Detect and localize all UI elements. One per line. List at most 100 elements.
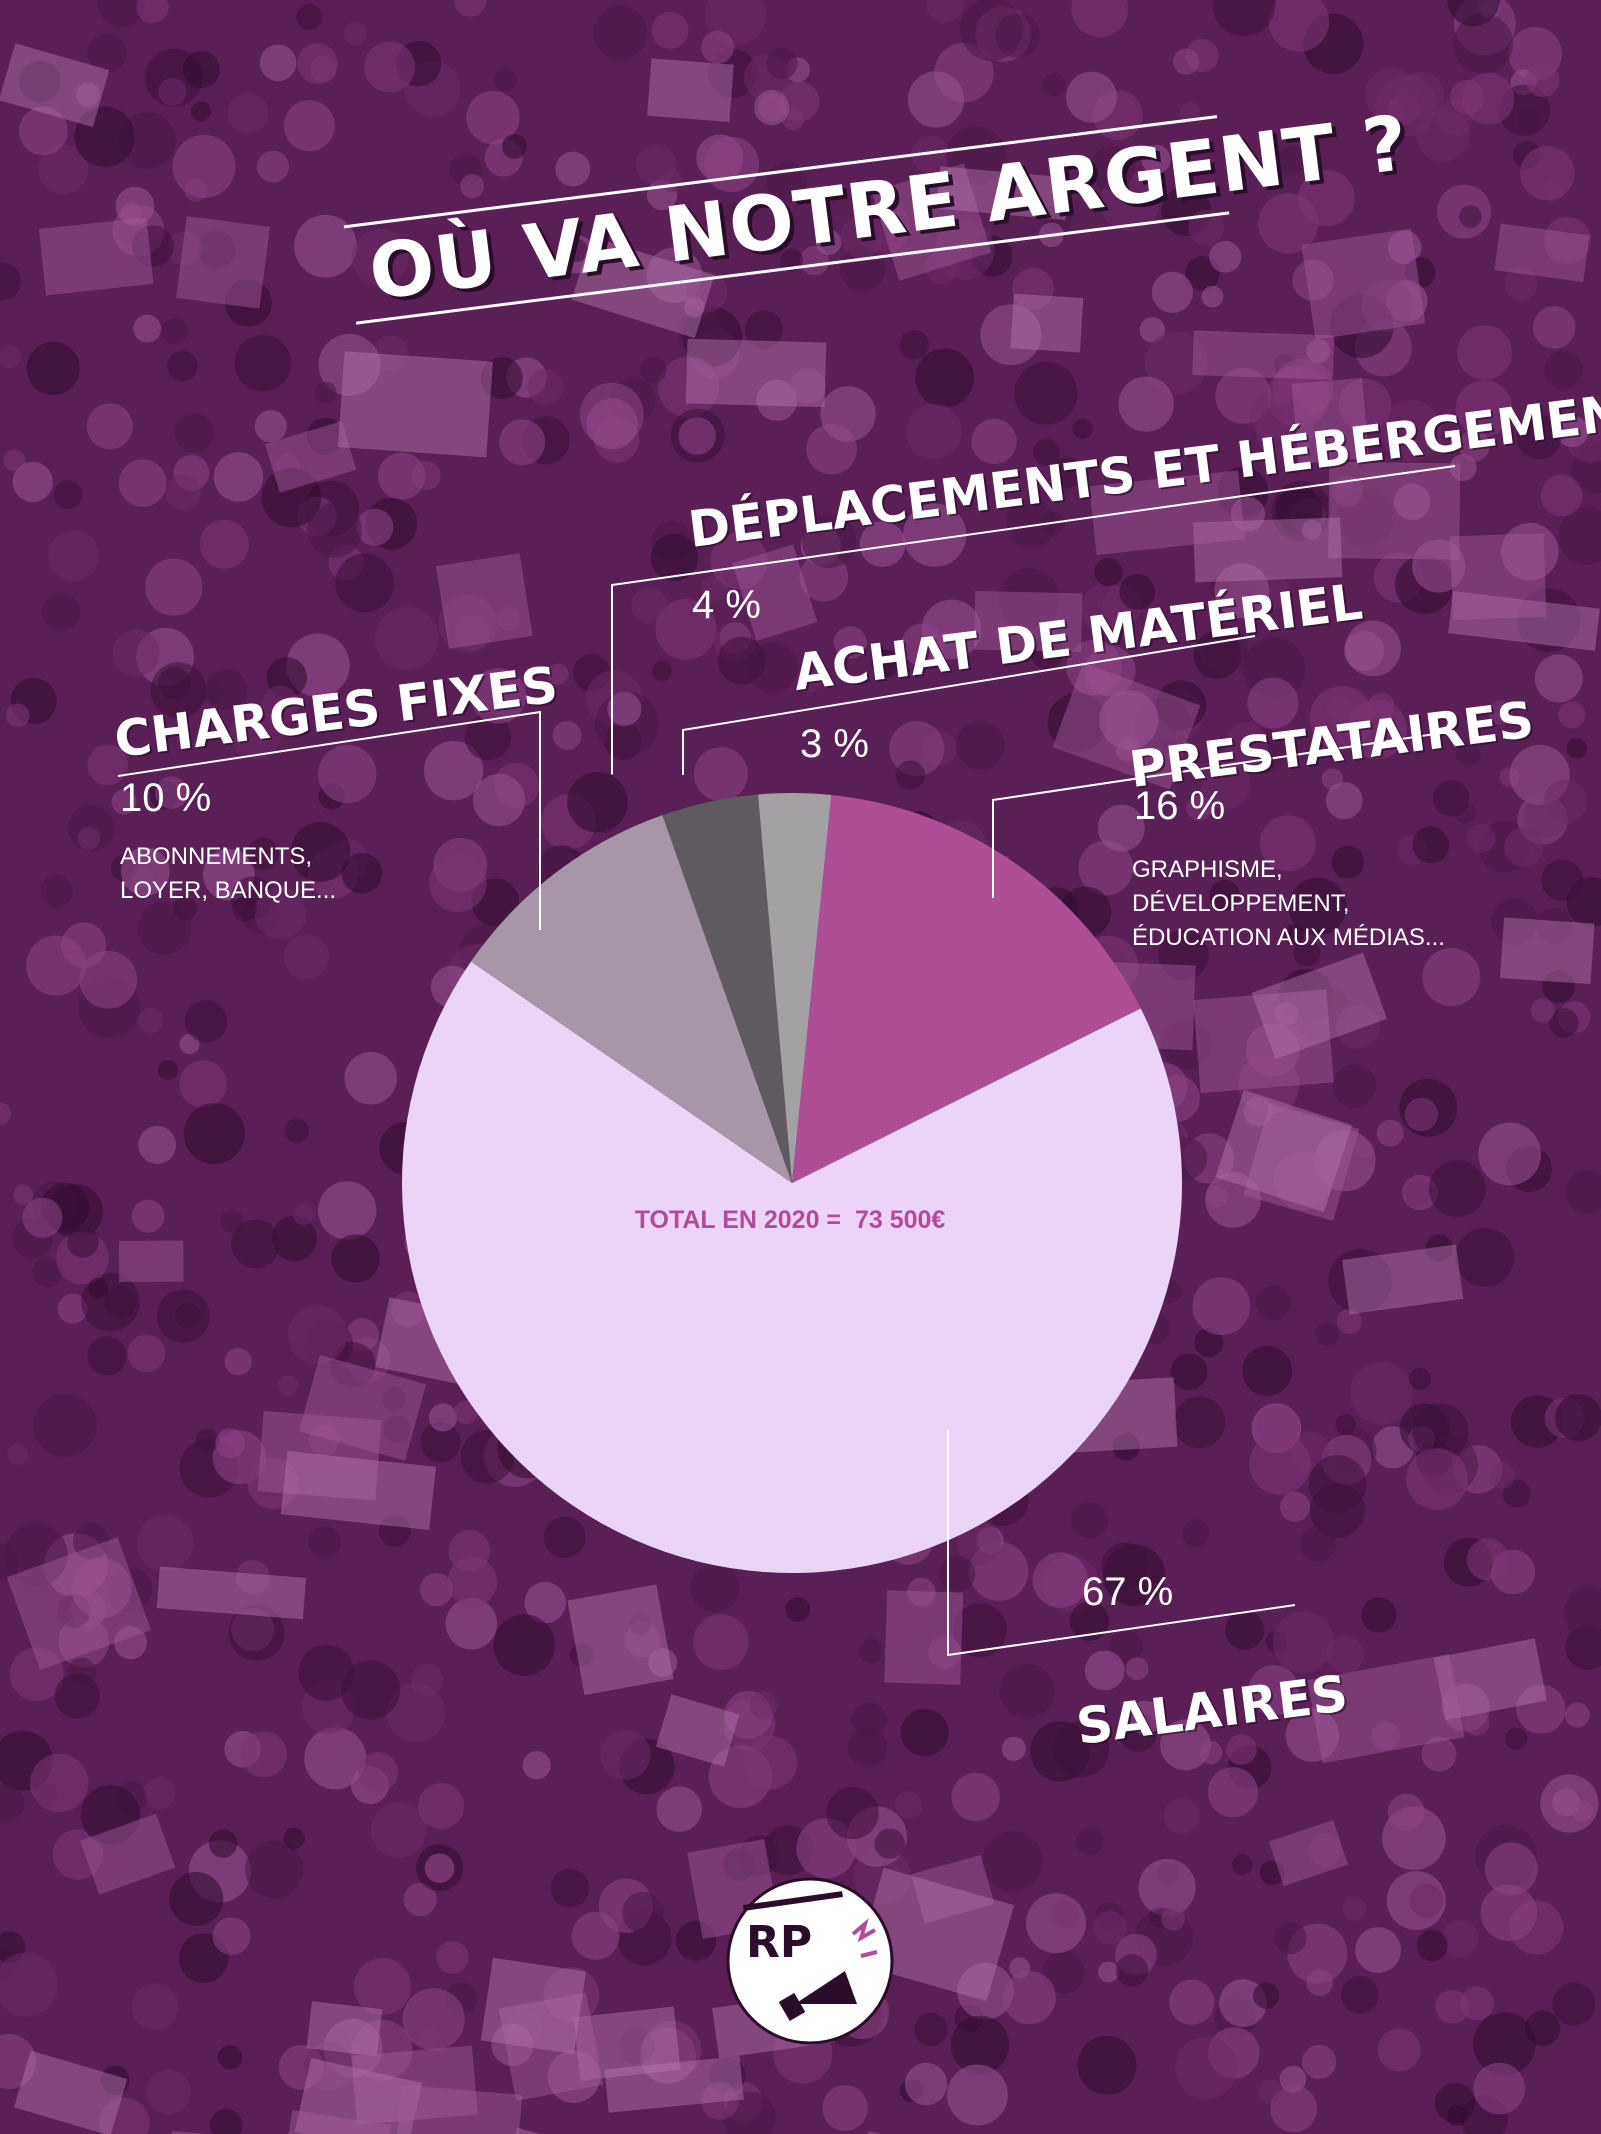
- pct-achat: 3 %: [800, 722, 869, 766]
- crowd-texture: [1460, 1986, 1494, 2021]
- crowd-texture: [1300, 1526, 1336, 1562]
- crowd-texture: [40, 875, 73, 908]
- protest-sign-shape: [647, 58, 734, 122]
- crowd-texture: [245, 1840, 304, 1899]
- crowd-texture: [203, 682, 225, 703]
- crowd-texture: [684, 296, 705, 318]
- crowd-texture: [420, 1421, 461, 1463]
- crowd-texture: [445, 1597, 498, 1650]
- crowd-texture: [386, 1683, 446, 1743]
- crowd-texture: [1342, 1896, 1367, 1921]
- crowd-texture: [307, 502, 362, 558]
- protest-sign-shape: [567, 1584, 674, 1696]
- crowd-texture: [1128, 1700, 1162, 1735]
- crowd-texture: [1455, 1227, 1515, 1287]
- crowd-texture: [1480, 1884, 1538, 1942]
- crowd-texture: [175, 1303, 201, 1329]
- pct-prestataires: 16 %: [1134, 784, 1226, 828]
- protest-sign-shape: [1307, 1654, 1465, 1764]
- crowd-texture: [1112, 1433, 1141, 1461]
- crowd-texture: [1258, 2079, 1283, 2104]
- protest-sign-shape: [498, 1992, 604, 2101]
- crowd-texture: [1564, 1702, 1590, 1728]
- crowd-texture: [138, 1125, 177, 1164]
- note-charges-line: LOYER, BANQUE...: [120, 877, 337, 904]
- crowd-texture: [22, 1197, 63, 1238]
- crowd-texture: [38, 144, 89, 195]
- protest-sign-shape: [1243, 1103, 1360, 1221]
- crowd-texture: [436, 1941, 469, 1974]
- crowd-texture: [815, 229, 842, 256]
- crowd-texture: [1151, 271, 1193, 313]
- crowd-texture: [635, 144, 677, 185]
- crowd-texture: [1361, 279, 1414, 332]
- crowd-texture: [1270, 2085, 1318, 2133]
- crowd-texture: [403, 1882, 437, 1917]
- crowd-texture: [999, 1664, 1054, 1719]
- crowd-texture: [353, 1957, 412, 2016]
- crowd-texture: [370, 1802, 427, 1858]
- crowd-texture: [1182, 1519, 1210, 1547]
- crowd-texture: [26, 342, 80, 396]
- crowd-texture: [1457, 325, 1512, 380]
- crowd-texture: [438, 594, 497, 653]
- protest-sign-shape: [1193, 517, 1343, 583]
- crowd-texture: [946, 2064, 1008, 2126]
- crowd-texture: [1078, 840, 1134, 896]
- crowd-texture: [158, 77, 187, 107]
- crowd-texture: [499, 419, 546, 466]
- crowd-texture: [98, 0, 146, 27]
- crowd-texture: [1412, 826, 1449, 864]
- crowd-texture: [1002, 1971, 1056, 2025]
- crowd-texture: [1315, 1322, 1340, 1347]
- crowd-texture: [924, 250, 958, 284]
- crowd-texture: [607, 691, 642, 726]
- crowd-texture: [1516, 588, 1581, 652]
- crowd-texture: [167, 350, 198, 382]
- note-charges-line: ABONNEMENTS,: [120, 843, 313, 870]
- crowd-texture: [1201, 285, 1224, 308]
- crowd-texture: [1488, 700, 1513, 725]
- crowd-texture: [294, 214, 357, 278]
- crowd-texture: [1566, 738, 1588, 759]
- crowd-texture: [657, 356, 719, 418]
- crowd-texture: [953, 1603, 1007, 1658]
- crowd-texture: [822, 2085, 868, 2131]
- leader-line-salaires: [947, 1430, 1296, 1657]
- crowd-texture: [907, 71, 965, 128]
- crowd-texture: [1466, 824, 1496, 853]
- crowd-texture: [527, 369, 564, 406]
- crowd-texture: [1435, 1989, 1470, 2024]
- crowd-texture: [155, 776, 188, 809]
- crowd-texture: [1367, 692, 1395, 720]
- crowd-texture: [454, 0, 487, 17]
- crowd-texture: [304, 1727, 367, 1790]
- crowd-texture: [143, 1777, 176, 1810]
- crowd-texture: [1331, 845, 1365, 879]
- crowd-texture: [283, 1827, 305, 1850]
- protest-sign-shape: [1494, 223, 1590, 283]
- crowd-texture: [343, 22, 367, 46]
- crowd-texture: [1455, 380, 1513, 437]
- crowd-texture: [115, 186, 155, 226]
- crowd-texture: [1101, 1542, 1148, 1589]
- crowd-texture: [213, 452, 264, 502]
- protest-sign-shape: [1089, 470, 1246, 556]
- crowd-texture: [261, 467, 322, 528]
- crowd-texture: [1158, 929, 1209, 981]
- crowd-texture: [1489, 1462, 1516, 1489]
- protest-sign-shape: [911, 1854, 995, 1924]
- crowd-texture: [945, 125, 1006, 186]
- crowd-texture: [1268, 0, 1330, 52]
- crowd-texture: [1412, 1403, 1469, 1460]
- crowd-texture: [133, 314, 162, 343]
- crowd-texture: [351, 228, 409, 286]
- crowd-texture: [278, 1375, 299, 1396]
- crowd-texture: [1344, 630, 1385, 671]
- crowd-texture: [1565, 1170, 1601, 1214]
- crowd-texture: [1138, 1858, 1196, 1917]
- protest-sign-shape: [1433, 1638, 1547, 1721]
- crowd-texture: [1242, 1346, 1293, 1396]
- crowd-texture: [1099, 690, 1159, 750]
- crowd-texture: [1230, 496, 1266, 532]
